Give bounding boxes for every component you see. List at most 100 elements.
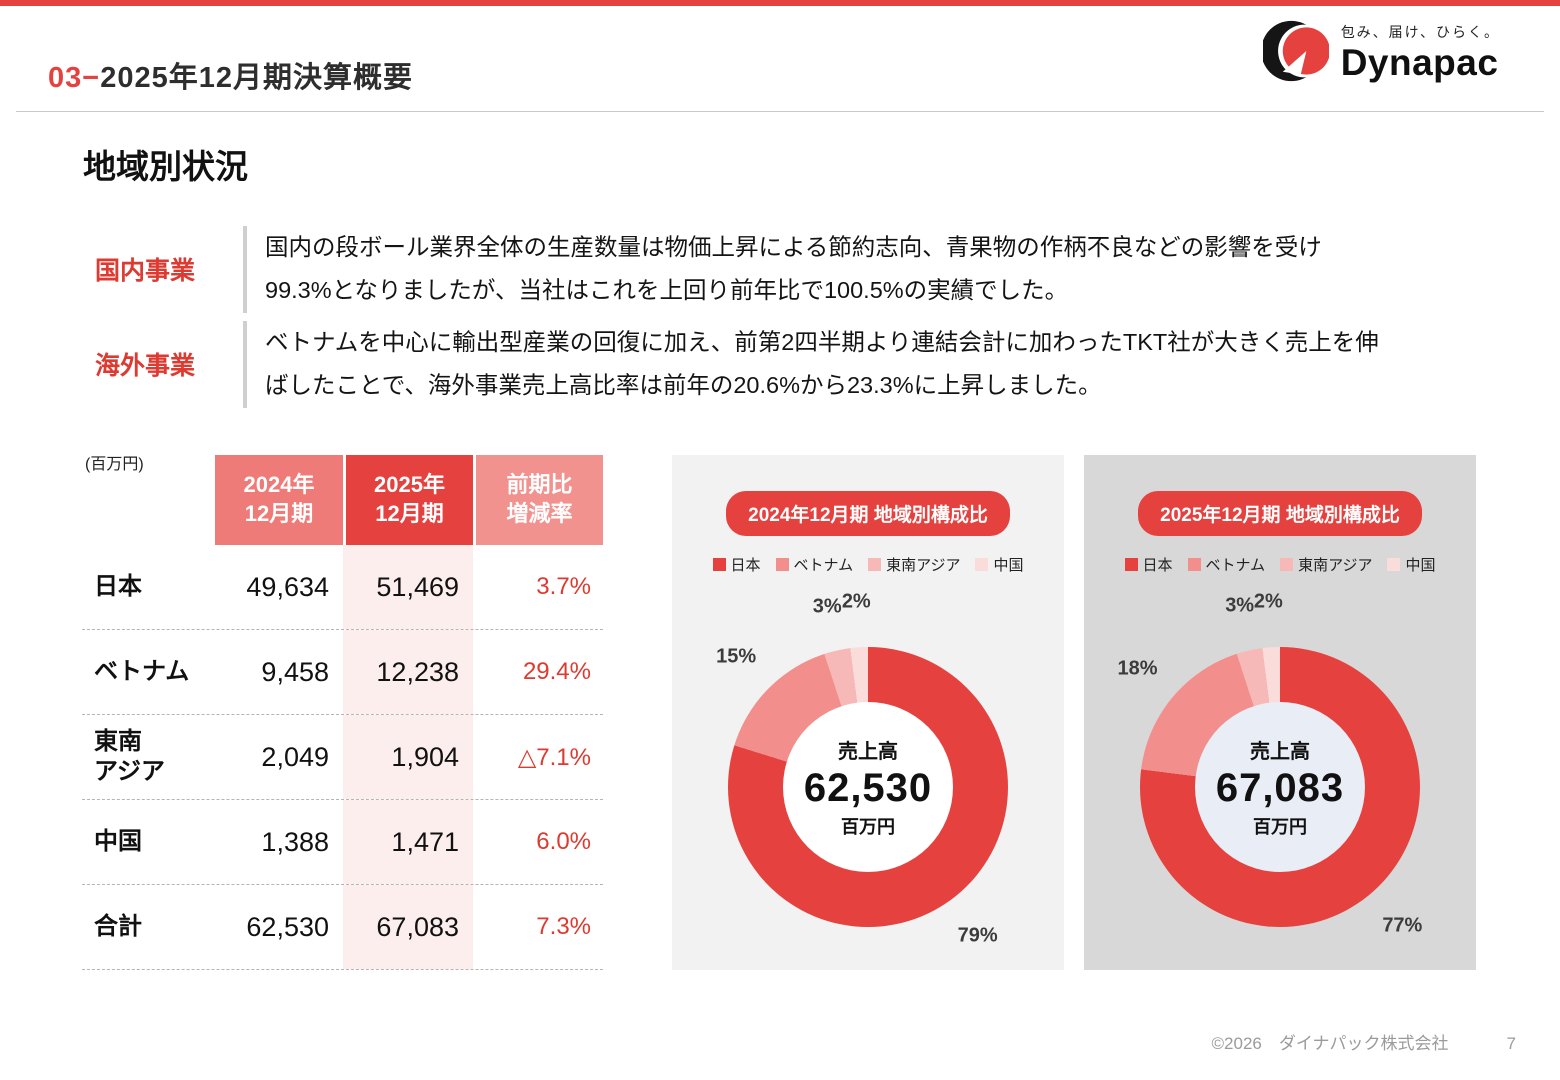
legend-label: 中国 — [993, 557, 1024, 574]
table-row-total: 合計 62,530 67,083 7.3% — [82, 885, 603, 970]
center-unit: 百万円 — [841, 817, 895, 837]
legend-swatch — [712, 558, 726, 571]
legend-label: 東南アジア — [1298, 557, 1373, 574]
value-2025: 51,469 — [343, 545, 473, 629]
slide-header: 03−2025年12月期決算概要 包み、届け、ひらく。 Dynapac — [16, 6, 1544, 112]
table-header-empty — [82, 455, 212, 545]
segment-percent-label: 77% — [1382, 914, 1423, 937]
row-label: 日本 — [94, 573, 142, 600]
summary-domestic: 国内事業 国内の段ボール業界全体の生産数量は物価上昇による節約志向、青果物の作柄… — [95, 226, 1485, 313]
center-value: 67,083 — [1215, 766, 1345, 810]
chart-legend-2024: 日本 ベトナム 東南アジア 中国 — [672, 554, 1064, 575]
value-2025: 67,083 — [343, 885, 473, 969]
center-value: 62,530 — [803, 766, 933, 810]
dynapac-logo-mark — [1262, 20, 1329, 82]
legend-label: 東南アジア — [886, 557, 961, 574]
summary-overseas-label: 海外事業 — [95, 352, 196, 381]
legend-item: 中国 — [1387, 554, 1436, 575]
value-2025: 12,238 — [343, 630, 473, 714]
legend-item: ベトナム — [775, 554, 854, 575]
legend-swatch — [775, 558, 789, 571]
logo-tagline: 包み、届け、ひらく。 — [1340, 23, 1500, 40]
legend-swatch — [1387, 558, 1401, 571]
center-label: 売上高 — [1250, 741, 1310, 763]
section-title-text: 2025年12月期決算概要 — [100, 62, 413, 94]
center-label: 売上高 — [838, 741, 898, 763]
logo-text: 包み、届け、ひらく。 Dynapac — [1341, 22, 1500, 81]
legend-item: ベトナム — [1187, 554, 1266, 575]
legend-swatch — [975, 558, 989, 571]
segment-percent-label: 15% — [716, 645, 757, 668]
chart-legend-2025: 日本 ベトナム 東南アジア 中国 — [1084, 554, 1476, 575]
table-unit-label: (百万円) — [85, 456, 144, 473]
page-number: 7 — [1506, 1034, 1516, 1053]
legend-item: 中国 — [975, 554, 1024, 575]
table-header-row: 2024年 12月期 2025年 12月期 前期比 増減率 — [82, 455, 603, 545]
table-header-2024: 2024年 12月期 — [212, 455, 343, 545]
legend-item: 日本 — [1124, 554, 1173, 575]
legend-swatch — [1187, 558, 1201, 571]
legend-swatch — [1124, 558, 1138, 571]
summary-section: 国内事業 国内の段ボール業界全体の生産数量は物価上昇による節約志向、青果物の作柄… — [95, 226, 1485, 416]
value-2024: 62,530 — [246, 911, 329, 942]
segment-percent-label: 3% — [1225, 594, 1255, 617]
legend-swatch — [868, 558, 882, 571]
section-separator: − — [82, 62, 101, 94]
value-change: 29.4% — [522, 658, 591, 685]
summary-domestic-text: 国内の段ボール業界全体の生産数量は物価上昇による節約志向、青果物の作柄不良などの… — [243, 226, 1322, 313]
table-header-change: 前期比 増減率 — [473, 455, 603, 545]
legend-label: ベトナム — [1205, 557, 1266, 574]
table-row-vietnam: ベトナム 9,458 12,238 29.4% — [82, 630, 603, 715]
legend-item: 東南アジア — [868, 554, 960, 575]
value-2024: 2,049 — [261, 741, 329, 772]
legend-item: 日本 — [712, 554, 761, 575]
summary-domestic-label: 国内事業 — [95, 257, 196, 286]
donut-center: 売上高 67,083 百万円 — [1195, 702, 1365, 872]
value-2024: 1,388 — [261, 826, 329, 857]
chart-title-2025: 2025年12月期 地域別構成比 — [1138, 491, 1422, 536]
row-label: 合計 — [94, 913, 142, 940]
chart-title-2024: 2024年12月期 地域別構成比 — [726, 491, 1010, 536]
row-label: 中国 — [94, 828, 142, 855]
summary-overseas: 海外事業 ベトナムを中心に輸出型産業の回復に加え、前第2四半期より連結会計に加わ… — [95, 320, 1485, 408]
row-label: 東南 アジア — [94, 728, 166, 785]
donut-center: 売上高 62,530 百万円 — [783, 702, 953, 872]
value-change: 7.3% — [536, 913, 591, 940]
legend-swatch — [1280, 558, 1294, 571]
segment-percent-label: 79% — [957, 924, 998, 947]
donut-chart-2024: 売上高 62,530 百万円 79% 15% 3% 2% — [716, 591, 1008, 946]
slide-footer: ©2026 ダイナパック株式会社 7 — [1212, 1029, 1516, 1054]
legend-label: 日本 — [1142, 557, 1173, 574]
section-title: 03−2025年12月期決算概要 — [48, 54, 413, 96]
table-header-2025: 2025年 12月期 — [343, 455, 473, 545]
legend-item: 東南アジア — [1280, 554, 1372, 575]
value-2025: 1,471 — [343, 800, 473, 884]
region-table: 2024年 12月期 2025年 12月期 前期比 増減率 日本 49,634 … — [82, 455, 603, 970]
page-title: 地域別状況 — [83, 148, 248, 185]
segment-percent-label: 2% — [1253, 590, 1283, 613]
table-row-japan: 日本 49,634 51,469 3.7% — [82, 545, 603, 630]
value-2024: 9,458 — [261, 656, 329, 687]
value-change: 3.7% — [536, 573, 591, 600]
legend-label: 中国 — [1405, 557, 1436, 574]
table-row-china: 中国 1,388 1,471 6.0% — [82, 800, 603, 885]
legend-label: 日本 — [730, 557, 761, 574]
copyright-text: ©2026 ダイナパック株式会社 — [1211, 1034, 1449, 1053]
legend-label: ベトナム — [793, 557, 854, 574]
section-number: 03 — [48, 62, 83, 94]
segment-percent-label: 2% — [841, 590, 871, 613]
center-unit: 百万円 — [1253, 817, 1307, 837]
dynapac-logo: 包み、届け、ひらく。 Dynapac — [1262, 16, 1500, 86]
donut-chart-2025: 売上高 67,083 百万円 77% 18% 3% 2% — [1117, 591, 1422, 936]
segment-percent-label: 18% — [1117, 657, 1158, 680]
summary-overseas-text: ベトナムを中心に輸出型産業の回復に加え、前第2四半期より連結会計に加わったTKT… — [243, 320, 1379, 408]
segment-percent-label: 3% — [812, 595, 842, 618]
chart-panel-2025: 2025年12月期 地域別構成比 日本 ベトナム 東南アジア 中国 売上高 67,08… — [1084, 455, 1476, 970]
value-2025: 1,904 — [343, 715, 473, 799]
table-row-southeast-asia: 東南 アジア 2,049 1,904 △7.1% — [82, 715, 603, 800]
value-change: △7.1% — [517, 743, 591, 771]
row-label: ベトナム — [94, 658, 190, 685]
chart-panel-2024: 2024年12月期 地域別構成比 日本 ベトナム 東南アジア 中国 売上高 62,53… — [672, 455, 1064, 970]
value-change: 6.0% — [536, 828, 591, 855]
